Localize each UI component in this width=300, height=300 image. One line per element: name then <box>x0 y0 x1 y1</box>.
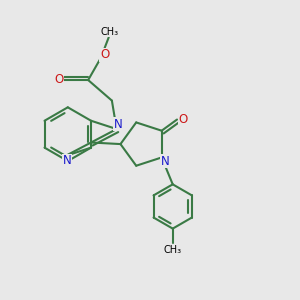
Text: O: O <box>100 48 109 61</box>
Text: N: N <box>63 154 71 167</box>
Text: N: N <box>161 155 170 168</box>
Text: CH₃: CH₃ <box>164 245 182 255</box>
Text: N: N <box>114 118 123 131</box>
Text: CH₃: CH₃ <box>100 27 118 37</box>
Text: O: O <box>179 113 188 126</box>
Text: O: O <box>54 73 63 86</box>
